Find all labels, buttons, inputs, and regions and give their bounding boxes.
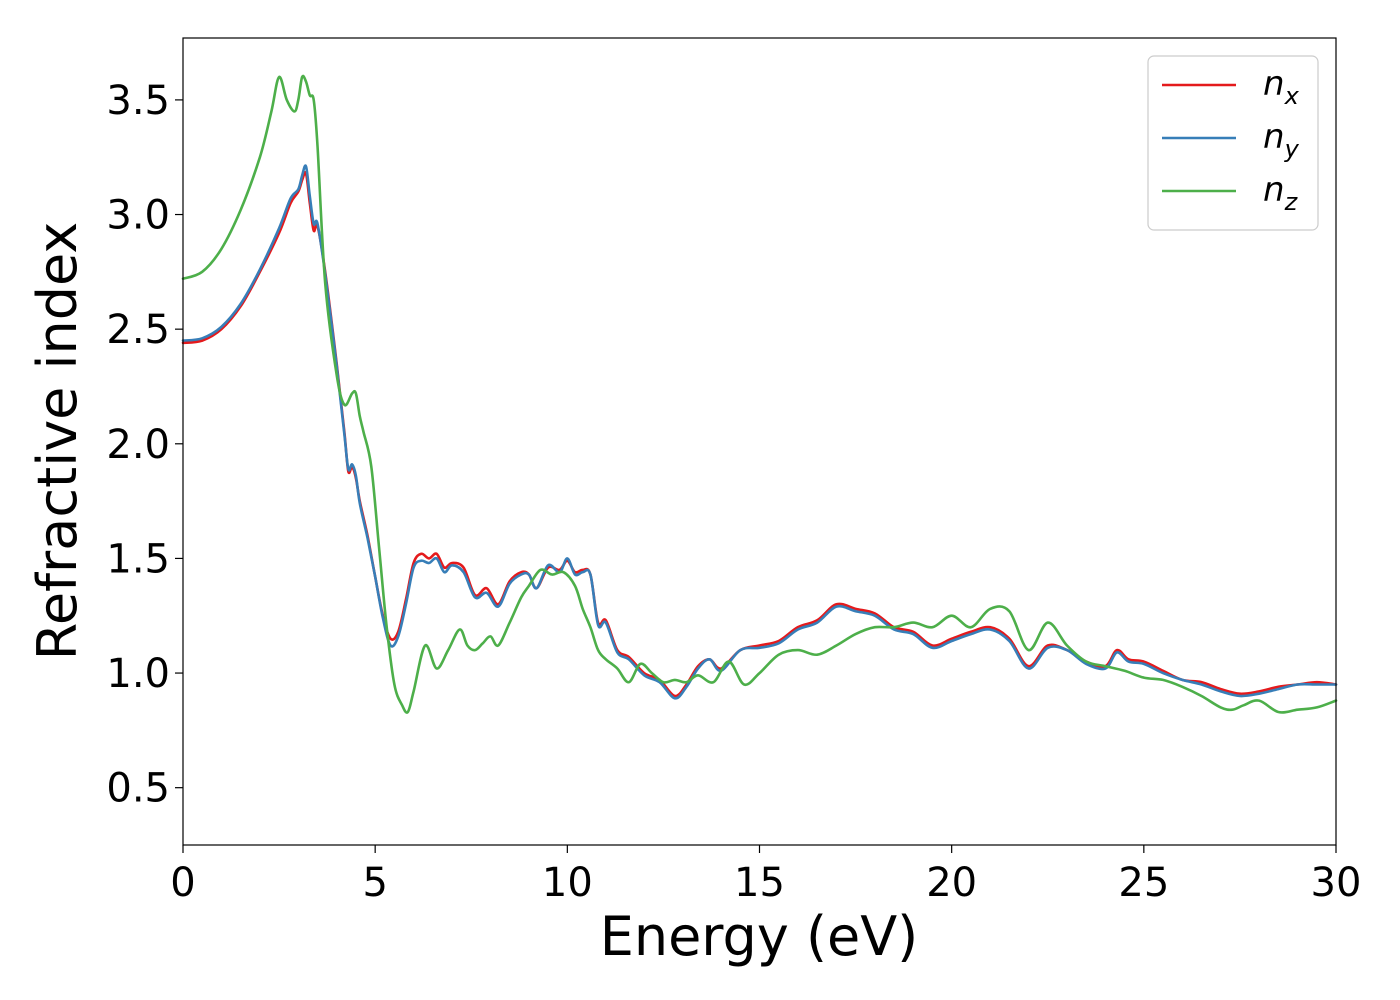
series-line-nz [181,74,1338,714]
x-tick-label: 30 [1311,860,1362,906]
legend-label-nx: nx [1263,64,1300,110]
legend-label-main: n [1263,170,1285,210]
x-tick-label: 15 [734,860,785,906]
y-tick-label: 3.5 [106,78,170,124]
series-layer [181,74,1338,714]
series-line-ny [181,164,1338,700]
legend-box [1147,55,1319,231]
x-tick-label: 25 [1118,860,1169,906]
y-axis-label: Refractive index [26,222,89,661]
legend-label-main: n [1263,117,1285,157]
x-ticks: 0 5 10 15 20 25 30 [170,845,1361,906]
y-tick-label: 2.5 [106,307,170,353]
series-line-nx [181,170,1338,698]
legend-label-subscript: z [1284,188,1299,216]
legend-label-subscript: x [1284,82,1300,110]
x-axis-label: Energy (eV) [600,905,919,968]
legend-label-main: n [1263,64,1285,104]
y-tick-label: 3.0 [106,193,170,239]
x-tick-label: 10 [542,860,593,906]
y-tick-label: 1.5 [106,536,170,582]
legend-label-nz: nz [1263,170,1299,216]
legend-label-subscript: y [1284,135,1300,163]
y-ticks: 0.5 1.0 1.5 2.0 2.5 3.0 3.5 [106,78,183,812]
y-tick-label: 2.0 [106,422,170,468]
y-tick-label: 1.0 [106,651,170,697]
y-tick-label: 0.5 [106,766,170,812]
legend-label-ny: ny [1263,117,1300,163]
x-tick-label: 20 [926,860,977,906]
x-tick-label: 0 [170,860,195,906]
x-tick-label: 5 [362,860,387,906]
